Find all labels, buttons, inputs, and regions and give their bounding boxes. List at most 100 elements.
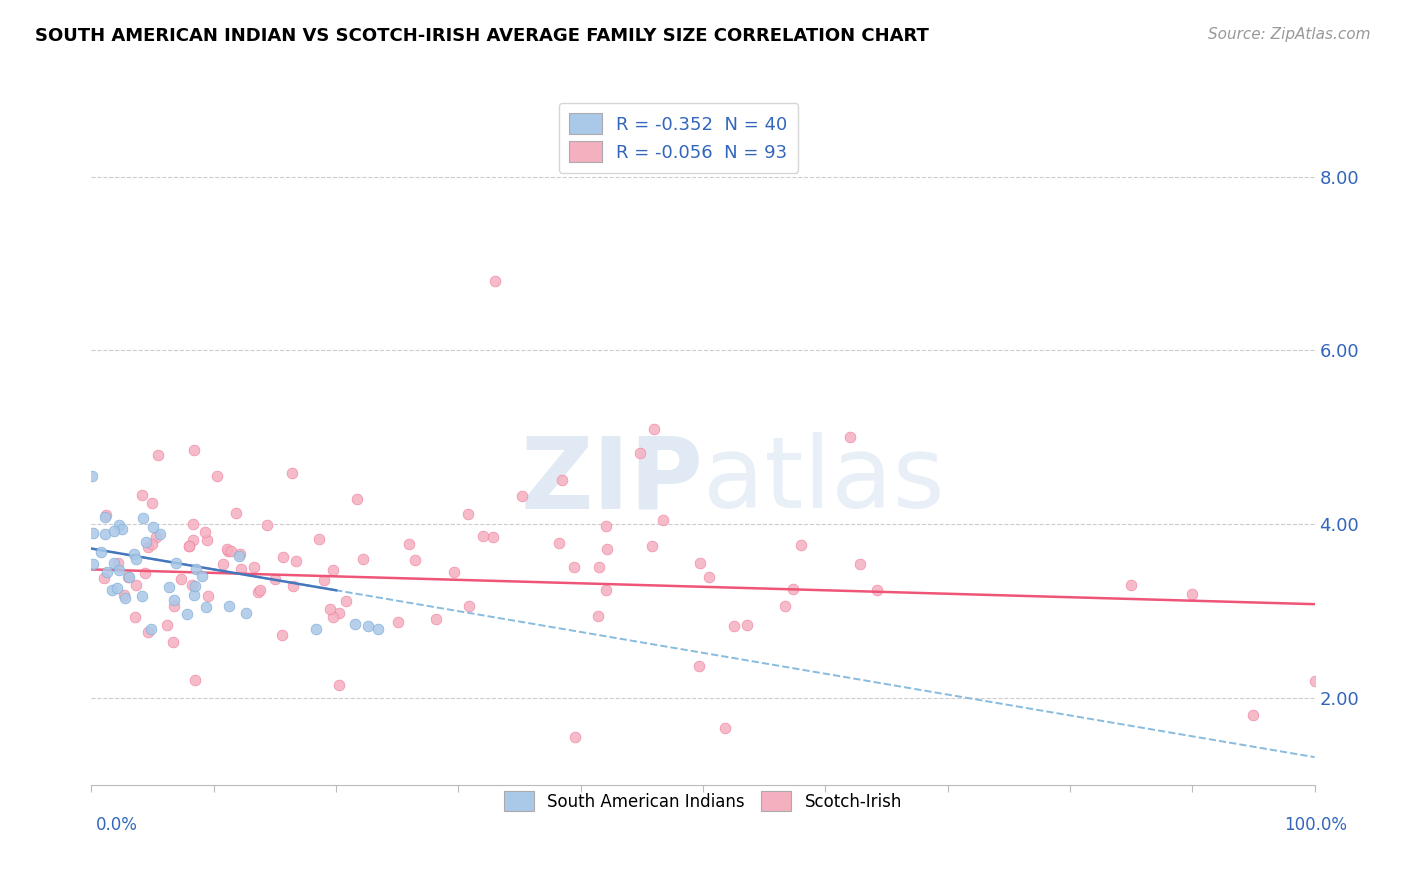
Point bbox=[183, 443, 205, 458]
Point bbox=[205, 469, 228, 483]
Point bbox=[94, 510, 117, 524]
Point bbox=[457, 599, 479, 614]
Text: ZIP: ZIP bbox=[520, 433, 703, 529]
Point bbox=[586, 609, 609, 624]
Point bbox=[218, 599, 240, 613]
Point bbox=[628, 446, 651, 460]
Point bbox=[111, 522, 134, 536]
Point bbox=[283, 579, 305, 593]
Point bbox=[103, 524, 125, 538]
Point bbox=[146, 448, 169, 462]
Point bbox=[866, 583, 889, 598]
Point bbox=[93, 571, 115, 585]
Point bbox=[118, 569, 141, 583]
Point bbox=[96, 566, 118, 580]
Point bbox=[550, 473, 572, 487]
Point bbox=[564, 730, 586, 744]
Point bbox=[157, 580, 180, 594]
Point bbox=[132, 511, 155, 525]
Point bbox=[713, 722, 735, 736]
Point bbox=[271, 549, 294, 564]
Point bbox=[641, 539, 664, 553]
Point bbox=[305, 622, 328, 636]
Point bbox=[184, 673, 207, 687]
Point bbox=[596, 541, 619, 556]
Point bbox=[651, 513, 673, 527]
Point bbox=[398, 536, 420, 550]
Point bbox=[588, 560, 610, 574]
Point bbox=[194, 525, 217, 540]
Point bbox=[107, 517, 129, 532]
Point bbox=[145, 530, 167, 544]
Point bbox=[90, 545, 112, 559]
Point bbox=[94, 526, 117, 541]
Point bbox=[183, 588, 205, 602]
Point bbox=[217, 543, 239, 558]
Point bbox=[484, 274, 506, 288]
Point bbox=[134, 535, 156, 549]
Point bbox=[270, 627, 292, 641]
Point bbox=[212, 557, 235, 571]
Point bbox=[1243, 708, 1265, 723]
Point bbox=[773, 599, 796, 613]
Point bbox=[107, 557, 129, 571]
Point bbox=[343, 617, 366, 632]
Point bbox=[105, 582, 128, 596]
Point bbox=[425, 611, 447, 625]
Point bbox=[312, 573, 335, 587]
Point bbox=[697, 570, 720, 584]
Point bbox=[131, 488, 153, 502]
Point bbox=[322, 609, 344, 624]
Point bbox=[107, 563, 129, 577]
Point bbox=[114, 591, 136, 606]
Point bbox=[789, 538, 811, 552]
Point bbox=[197, 589, 219, 603]
Point bbox=[142, 519, 165, 533]
Point bbox=[181, 578, 204, 592]
Point bbox=[547, 535, 569, 549]
Point bbox=[247, 585, 270, 599]
Point bbox=[235, 606, 257, 620]
Point bbox=[404, 553, 426, 567]
Point bbox=[117, 570, 139, 584]
Point bbox=[217, 542, 239, 557]
Point bbox=[387, 615, 409, 629]
Point bbox=[1121, 578, 1143, 592]
Point bbox=[352, 552, 374, 566]
Point bbox=[688, 659, 710, 673]
Point bbox=[256, 517, 278, 532]
Point bbox=[322, 563, 344, 577]
Point bbox=[179, 539, 201, 553]
Point bbox=[723, 619, 745, 633]
Point bbox=[346, 491, 368, 506]
Point bbox=[112, 588, 135, 602]
Point bbox=[101, 582, 124, 597]
Point bbox=[125, 578, 148, 592]
Point bbox=[124, 610, 146, 624]
Point bbox=[308, 532, 330, 546]
Point bbox=[1181, 587, 1204, 601]
Point bbox=[134, 566, 156, 580]
Point bbox=[229, 562, 252, 576]
Point bbox=[181, 516, 204, 531]
Point bbox=[328, 678, 350, 692]
Point bbox=[125, 551, 148, 566]
Point bbox=[848, 557, 870, 571]
Point bbox=[149, 527, 172, 541]
Point bbox=[595, 582, 617, 597]
Point bbox=[162, 635, 184, 649]
Point bbox=[264, 572, 287, 586]
Point bbox=[689, 556, 711, 570]
Point bbox=[163, 592, 186, 607]
Point bbox=[131, 589, 153, 603]
Point bbox=[357, 619, 380, 633]
Point bbox=[564, 559, 586, 574]
Point bbox=[643, 422, 665, 436]
Point bbox=[181, 533, 204, 548]
Text: Source: ZipAtlas.com: Source: ZipAtlas.com bbox=[1208, 27, 1371, 42]
Point bbox=[457, 507, 479, 521]
Point bbox=[195, 599, 218, 614]
Point bbox=[735, 618, 758, 632]
Point bbox=[229, 547, 252, 561]
Point bbox=[141, 537, 163, 551]
